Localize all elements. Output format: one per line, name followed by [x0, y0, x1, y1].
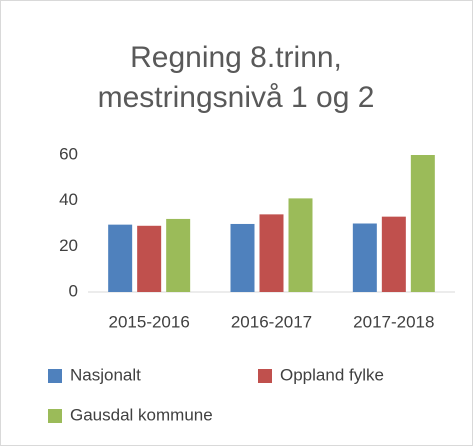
bar: [288, 198, 313, 292]
legend-swatch: [48, 409, 62, 423]
bar: [166, 218, 191, 292]
bar: [352, 223, 377, 292]
legend-label: Nasjonalt: [70, 365, 141, 384]
x-tick-label: 2015-2016: [109, 312, 190, 331]
bar: [137, 225, 162, 292]
legend-swatch: [48, 369, 62, 383]
bar: [381, 216, 406, 292]
y-tick-label: 40: [59, 190, 78, 209]
bar: [230, 223, 255, 292]
bar: [410, 155, 435, 292]
x-tick-label: 2017-2018: [353, 312, 434, 331]
bar: [108, 224, 133, 292]
x-tick-label: 2016-2017: [231, 312, 312, 331]
chart-title: Regning 8.trinn, mestringsnivå 1 og 2: [97, 41, 375, 114]
legend-swatch: [258, 369, 272, 383]
y-tick-label: 0: [69, 281, 78, 300]
legend-label: Oppland fylke: [280, 365, 384, 384]
legend-label: Gausdal kommune: [70, 405, 213, 424]
bar: [259, 214, 284, 292]
y-tick-label: 20: [59, 236, 78, 255]
y-tick-label: 60: [59, 144, 78, 163]
